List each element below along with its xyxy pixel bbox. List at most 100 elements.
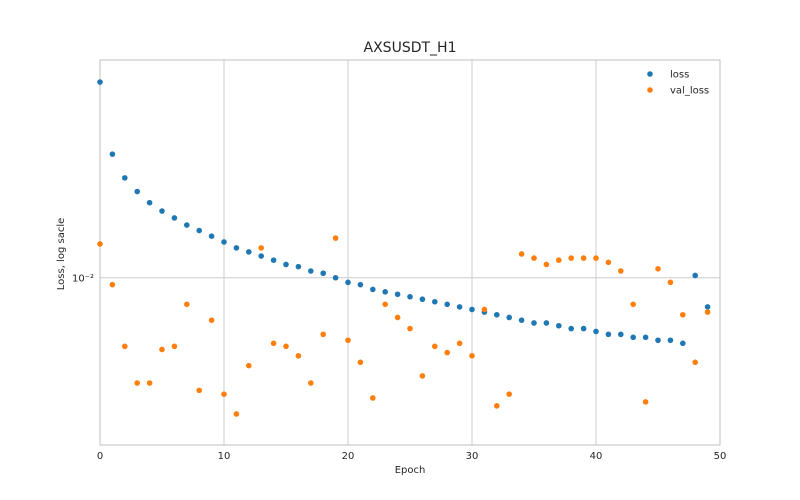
data-point	[630, 334, 636, 341]
data-point	[258, 245, 265, 251]
data-point	[506, 391, 512, 397]
data-point	[543, 261, 550, 268]
data-point	[543, 320, 550, 326]
data-point	[432, 298, 438, 305]
data-point	[97, 241, 103, 247]
data-point	[196, 227, 202, 234]
data-point	[221, 391, 227, 397]
x-axis-label: Epoch	[395, 465, 426, 476]
legend-label: loss	[670, 70, 689, 81]
data-point	[134, 380, 140, 386]
tick-labels: 0 10 20 30 40 50 10⁻²	[72, 274, 726, 462]
data-point	[642, 334, 649, 341]
data-point	[159, 208, 165, 214]
data-point	[506, 314, 512, 321]
data-point	[469, 306, 475, 313]
data-point	[407, 325, 413, 332]
data-point	[531, 255, 537, 261]
series-val-loss	[97, 235, 711, 417]
data-point	[556, 257, 562, 264]
data-point	[618, 331, 624, 338]
data-point	[184, 301, 190, 308]
data-point	[208, 317, 215, 324]
data-point	[308, 380, 314, 386]
data-point	[518, 251, 525, 257]
legend-label: val_loss	[670, 86, 709, 97]
data-point	[580, 255, 587, 261]
data-point	[246, 362, 252, 369]
legend: loss val_loss	[647, 70, 709, 97]
data-point	[332, 274, 339, 281]
data-point	[642, 399, 649, 405]
data-point	[208, 233, 215, 239]
data-point	[605, 259, 612, 266]
data-point	[246, 249, 252, 255]
data-point	[494, 311, 500, 318]
data-points	[97, 79, 711, 417]
data-point	[345, 337, 351, 344]
data-point	[432, 343, 438, 350]
data-point	[680, 340, 686, 347]
data-point	[456, 340, 463, 347]
data-point	[320, 331, 327, 338]
data-point	[270, 257, 277, 264]
chart-title: AXSUSDT_H1	[364, 40, 457, 56]
data-point	[159, 346, 165, 353]
data-point	[171, 215, 178, 221]
data-point	[469, 352, 475, 359]
data-point	[456, 304, 463, 310]
series-loss	[97, 79, 711, 347]
y-tick-label: 10⁻²	[72, 274, 94, 285]
data-point	[618, 268, 624, 274]
data-point	[444, 301, 451, 308]
data-point	[221, 239, 227, 245]
data-point	[320, 270, 327, 277]
data-point	[270, 340, 277, 347]
x-tick-label: 50	[714, 451, 727, 462]
data-point	[394, 291, 401, 298]
data-point	[283, 261, 289, 268]
data-point	[357, 359, 364, 366]
data-point	[134, 188, 140, 195]
data-point	[295, 352, 302, 359]
data-point	[605, 331, 612, 338]
data-point	[655, 266, 661, 272]
data-point	[593, 255, 599, 261]
data-point	[667, 337, 674, 344]
data-point	[407, 293, 413, 300]
data-point	[283, 343, 289, 350]
data-point	[233, 245, 240, 251]
data-point	[419, 373, 426, 379]
data-point	[680, 311, 686, 318]
data-point	[184, 222, 190, 228]
data-point	[146, 199, 153, 206]
data-point	[382, 301, 389, 308]
data-point	[233, 411, 240, 417]
data-point	[593, 328, 599, 335]
data-point	[332, 235, 339, 241]
data-point	[122, 343, 128, 350]
data-point	[122, 175, 128, 181]
data-point	[109, 281, 116, 288]
data-point	[345, 279, 351, 286]
y-axis-label: Loss, log sacle	[56, 218, 67, 290]
data-point	[704, 309, 711, 315]
data-point	[494, 403, 500, 409]
data-point	[146, 380, 153, 386]
legend-marker	[647, 71, 653, 77]
data-point	[171, 343, 178, 350]
data-point	[370, 395, 376, 401]
data-point	[394, 314, 401, 321]
data-point	[295, 263, 302, 270]
x-tick-label: 0	[97, 451, 103, 462]
data-point	[630, 301, 636, 308]
data-point	[704, 304, 711, 310]
legend-marker	[647, 87, 653, 93]
data-point	[556, 322, 562, 329]
data-point	[531, 320, 537, 326]
data-point	[308, 268, 314, 274]
data-point	[196, 387, 202, 394]
data-point	[258, 253, 265, 259]
